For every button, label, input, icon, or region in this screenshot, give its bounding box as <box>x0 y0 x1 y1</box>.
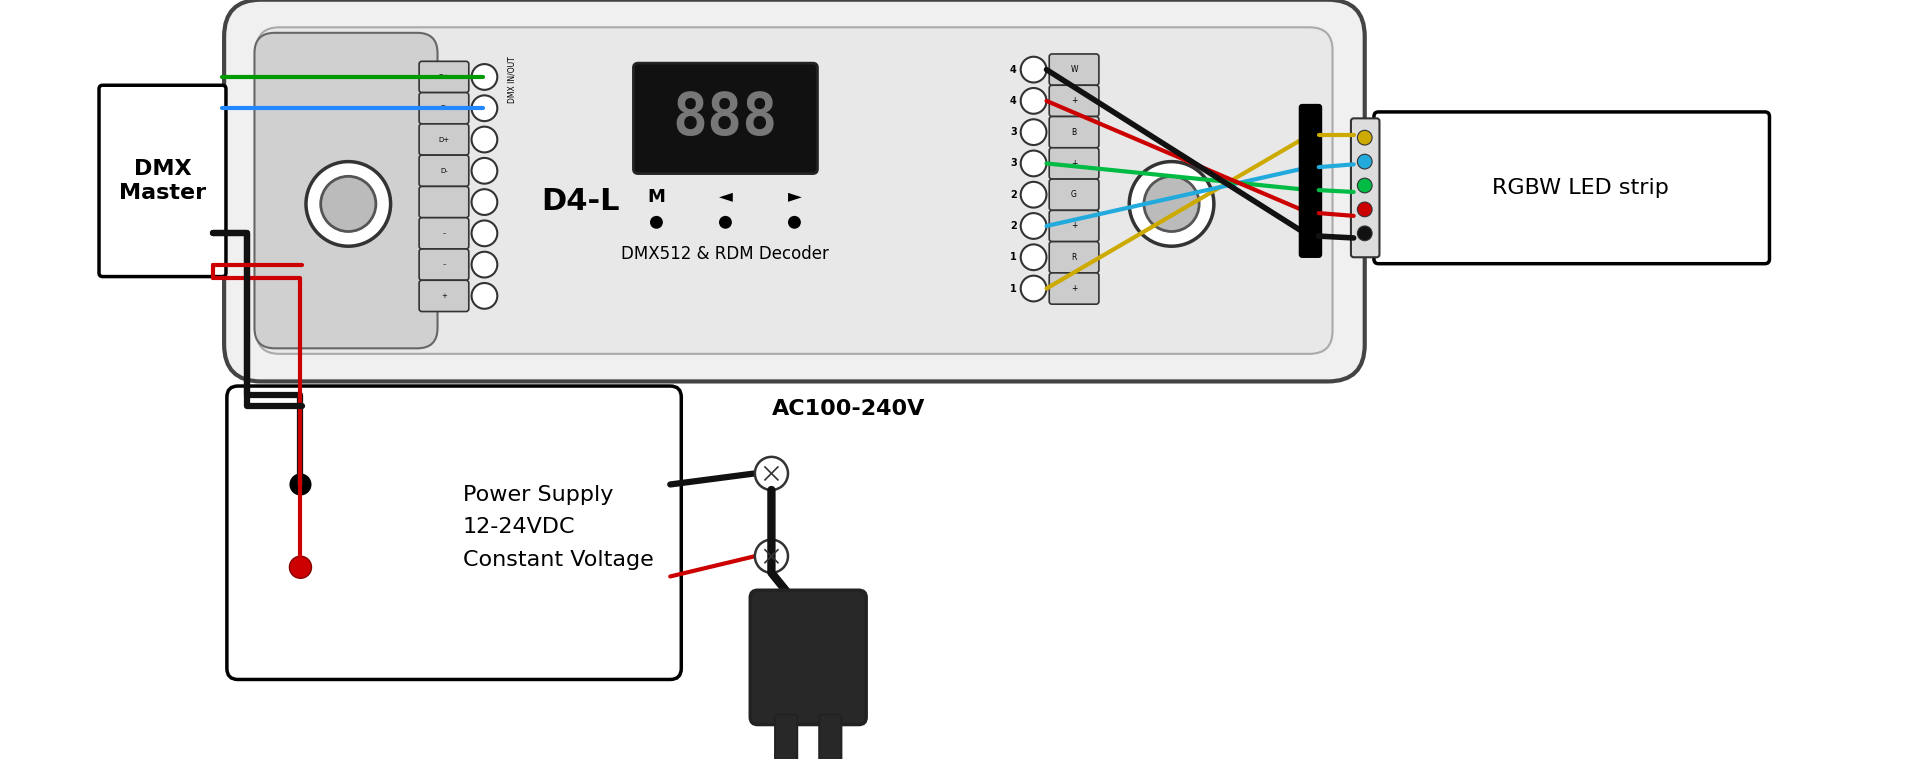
Text: 888: 888 <box>672 90 778 146</box>
FancyBboxPatch shape <box>1048 148 1098 179</box>
Circle shape <box>472 64 497 90</box>
Text: 2: 2 <box>1010 190 1018 200</box>
Text: +: + <box>1071 96 1077 106</box>
Circle shape <box>1021 244 1046 270</box>
Text: 2: 2 <box>1010 221 1018 231</box>
Circle shape <box>472 220 497 246</box>
Text: Power Supply
12-24VDC
Constant Voltage: Power Supply 12-24VDC Constant Voltage <box>463 484 653 570</box>
Circle shape <box>1357 154 1373 169</box>
Text: 4: 4 <box>1010 96 1018 106</box>
Circle shape <box>651 216 662 228</box>
FancyBboxPatch shape <box>751 591 866 725</box>
Text: 4: 4 <box>1010 65 1018 74</box>
FancyBboxPatch shape <box>1048 273 1098 304</box>
Text: 1: 1 <box>1010 252 1018 263</box>
FancyBboxPatch shape <box>1048 85 1098 117</box>
Circle shape <box>1021 150 1046 176</box>
Text: D+: D+ <box>438 137 449 143</box>
Text: +: + <box>1071 159 1077 168</box>
Text: R: R <box>1071 253 1077 262</box>
Text: M: M <box>647 187 666 206</box>
Text: 1: 1 <box>1010 284 1018 294</box>
Text: W: W <box>1069 65 1077 74</box>
Circle shape <box>321 176 376 231</box>
Circle shape <box>290 556 311 578</box>
Circle shape <box>472 189 497 215</box>
FancyBboxPatch shape <box>419 218 468 249</box>
Text: +: + <box>1071 222 1077 231</box>
FancyBboxPatch shape <box>1048 117 1098 148</box>
Circle shape <box>787 216 801 228</box>
Text: –: – <box>442 230 445 236</box>
FancyBboxPatch shape <box>1375 112 1770 263</box>
FancyBboxPatch shape <box>1048 210 1098 241</box>
Text: 3: 3 <box>1010 128 1018 137</box>
Circle shape <box>290 474 311 496</box>
FancyBboxPatch shape <box>419 249 468 280</box>
Circle shape <box>472 252 497 278</box>
FancyBboxPatch shape <box>419 280 468 311</box>
Text: D4-L: D4-L <box>541 187 620 216</box>
Circle shape <box>1021 119 1046 145</box>
FancyBboxPatch shape <box>1048 241 1098 273</box>
Circle shape <box>755 457 787 490</box>
FancyBboxPatch shape <box>419 93 468 124</box>
Circle shape <box>472 127 497 153</box>
FancyBboxPatch shape <box>100 85 227 276</box>
Circle shape <box>1021 182 1046 208</box>
Circle shape <box>305 162 390 246</box>
FancyBboxPatch shape <box>225 0 1365 382</box>
Circle shape <box>472 283 497 309</box>
FancyBboxPatch shape <box>1048 54 1098 85</box>
FancyBboxPatch shape <box>1352 118 1379 257</box>
Circle shape <box>1357 131 1373 145</box>
FancyBboxPatch shape <box>419 155 468 187</box>
Circle shape <box>1021 213 1046 239</box>
Text: D-: D- <box>440 168 447 174</box>
FancyBboxPatch shape <box>419 61 468 93</box>
Text: AC100-240V: AC100-240V <box>772 399 925 419</box>
FancyBboxPatch shape <box>255 27 1332 354</box>
Text: D-: D- <box>440 106 447 112</box>
Circle shape <box>472 158 497 184</box>
FancyBboxPatch shape <box>1300 105 1321 257</box>
FancyBboxPatch shape <box>255 33 438 348</box>
Circle shape <box>1357 202 1373 217</box>
Circle shape <box>1129 162 1213 246</box>
Text: +: + <box>442 293 447 299</box>
Text: –: – <box>442 262 445 268</box>
Text: ►: ► <box>787 187 801 206</box>
FancyBboxPatch shape <box>419 124 468 155</box>
Circle shape <box>1021 57 1046 83</box>
Circle shape <box>1021 88 1046 114</box>
Text: ◄: ◄ <box>718 187 732 206</box>
FancyBboxPatch shape <box>634 63 818 174</box>
FancyBboxPatch shape <box>1048 179 1098 210</box>
FancyBboxPatch shape <box>820 714 841 759</box>
Circle shape <box>1021 276 1046 301</box>
Circle shape <box>1357 226 1373 241</box>
FancyBboxPatch shape <box>227 386 682 679</box>
Text: B: B <box>1071 128 1077 137</box>
Circle shape <box>718 216 732 228</box>
FancyBboxPatch shape <box>776 714 797 759</box>
Circle shape <box>1357 178 1373 193</box>
Text: D+: D+ <box>438 74 449 80</box>
Circle shape <box>1144 176 1200 231</box>
Circle shape <box>472 96 497 121</box>
Text: DMX IN/OUT: DMX IN/OUT <box>507 56 516 103</box>
FancyBboxPatch shape <box>419 187 468 218</box>
Text: G: G <box>1071 191 1077 199</box>
Circle shape <box>755 540 787 573</box>
Text: RGBW LED strip: RGBW LED strip <box>1492 178 1668 198</box>
Text: DMX512 & RDM Decoder: DMX512 & RDM Decoder <box>622 244 829 263</box>
Text: 3: 3 <box>1010 159 1018 168</box>
Text: DMX
Master: DMX Master <box>119 159 205 203</box>
Text: +: + <box>1071 284 1077 293</box>
